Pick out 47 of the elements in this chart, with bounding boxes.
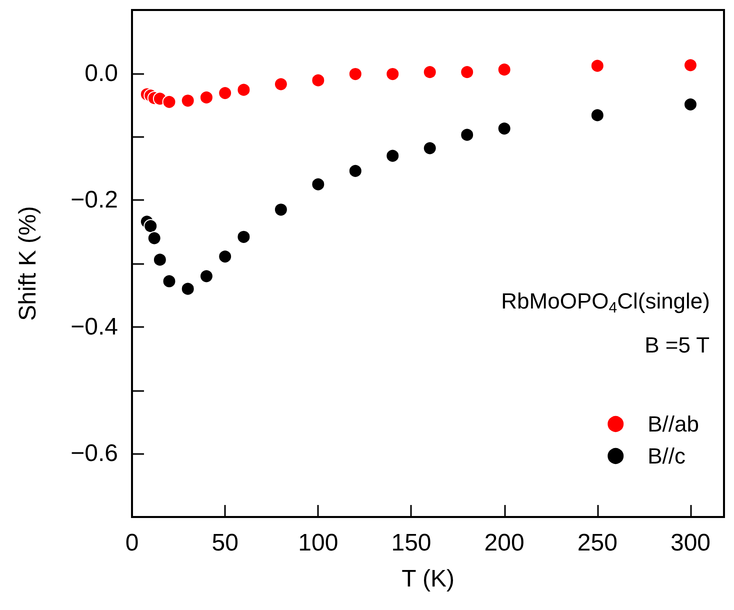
x-tick-label: 100 bbox=[298, 530, 338, 556]
point bbox=[386, 67, 400, 82]
y-tick-label: −0.6 bbox=[70, 440, 118, 468]
point bbox=[152, 252, 167, 267]
x-tick-label: 50 bbox=[212, 530, 238, 556]
point bbox=[199, 269, 214, 284]
point bbox=[684, 97, 698, 112]
x-tick-label: 200 bbox=[484, 530, 524, 556]
point bbox=[684, 58, 698, 72]
y-axis-title: Shift K (%) bbox=[14, 206, 42, 321]
point bbox=[144, 219, 158, 234]
point bbox=[311, 177, 326, 192]
y-tick-label: −0.4 bbox=[70, 313, 118, 340]
point bbox=[590, 58, 604, 73]
x-tick-label: 300 bbox=[670, 530, 711, 556]
point bbox=[218, 250, 232, 264]
legend-label: B//ab bbox=[648, 412, 700, 436]
point bbox=[386, 148, 400, 163]
point bbox=[311, 73, 326, 88]
point bbox=[460, 65, 474, 80]
y-tick-label: 0.0 bbox=[84, 60, 118, 87]
x-tick-label: 250 bbox=[577, 530, 618, 556]
point bbox=[274, 77, 288, 92]
point bbox=[199, 90, 214, 104]
point bbox=[180, 282, 195, 296]
point bbox=[348, 67, 362, 82]
x-tick-label: 150 bbox=[391, 530, 432, 556]
point bbox=[180, 94, 195, 108]
point bbox=[162, 94, 176, 109]
point bbox=[147, 231, 162, 246]
annotation: B =5 T bbox=[644, 332, 710, 358]
point bbox=[162, 274, 176, 288]
point bbox=[460, 128, 474, 142]
point bbox=[236, 82, 251, 97]
point bbox=[497, 62, 512, 77]
y-tick-label: −0.2 bbox=[70, 186, 118, 214]
point bbox=[348, 164, 362, 178]
x-tick-label: 0 bbox=[125, 530, 139, 556]
point bbox=[274, 202, 288, 217]
point bbox=[218, 86, 232, 100]
legend-label: B//c bbox=[648, 444, 686, 468]
point bbox=[422, 65, 437, 80]
point bbox=[590, 108, 604, 122]
x-axis-title: T (K) bbox=[402, 566, 454, 592]
point bbox=[497, 122, 512, 136]
point bbox=[422, 141, 437, 156]
point bbox=[236, 230, 251, 244]
